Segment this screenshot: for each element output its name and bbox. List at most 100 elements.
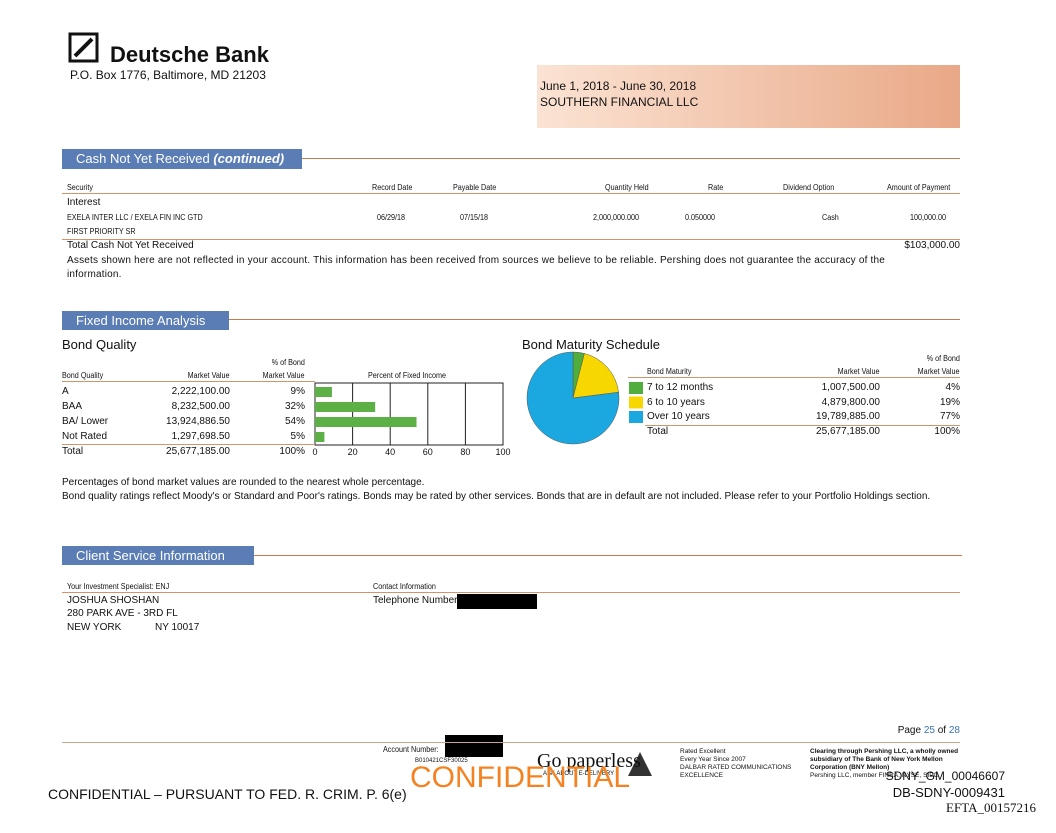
legend-label: Over 10 years (647, 411, 710, 422)
total: 25,677,185.00 (816, 426, 880, 437)
rated-line: DALBAR RATED COMMUNICATIONS (680, 764, 792, 771)
label: Your Investment Specialist: ENJ (67, 582, 170, 591)
col-header: Market Value (838, 367, 880, 376)
bates: EFTA_00157216 (946, 800, 1036, 815)
cell: 07/15/18 (460, 213, 489, 222)
cell: Cash (822, 213, 839, 222)
page: 25 (923, 725, 935, 736)
note: Bond quality ratings reflect Moody's or … (62, 491, 931, 502)
bates: SDNY_GM_00046607 (885, 769, 1005, 783)
account-label: Account Number: (383, 745, 439, 754)
x-tick-label: 100 (495, 447, 511, 457)
rule (62, 592, 960, 593)
col-header: Quantity Held (605, 183, 649, 192)
rating: BAA (62, 401, 83, 412)
rule (229, 319, 960, 320)
period-box (537, 65, 960, 128)
legend-swatch (629, 382, 643, 394)
pct: 9% (290, 386, 305, 397)
rule (62, 381, 315, 382)
market-value: 4,879,800.00 (821, 396, 880, 408)
clearing-line: Corporation (BNY Mellon) (810, 764, 890, 771)
col-header: Bond Maturity (647, 367, 692, 376)
rule (302, 158, 960, 159)
clearing-line: subsidiary of The Bank of New York Mello… (810, 756, 943, 763)
note: Assets shown here are not reflected in y… (67, 255, 886, 280)
col-header: % of Bond (926, 354, 960, 363)
total: 100% (934, 426, 960, 437)
clearing-line: Clearing through Pershing LLC, a wholly … (810, 748, 959, 755)
x-tick-label: 40 (385, 447, 396, 457)
cell: 100,000.00 (910, 213, 947, 222)
logo-box (68, 32, 99, 63)
client: SOUTHERN FINANCIAL LLC (540, 95, 699, 109)
bates: DB-SDNY-0009431 (892, 785, 1005, 800)
rule (62, 193, 960, 194)
note: Percentages of bond market values are ro… (62, 477, 425, 488)
legend-label: 7 to 12 months (647, 382, 714, 393)
code: B010421CSF30025 (415, 758, 468, 764)
pct: 19% (939, 396, 960, 408)
total-label: Total (62, 446, 84, 457)
section-title: Cash Not Yet Received (76, 151, 210, 166)
section-header: Cash Not Yet Received (continued) (62, 149, 302, 169)
group: Interest (67, 197, 101, 208)
total-label: Total Cash Not Yet Received (67, 240, 194, 251)
rule (62, 239, 960, 240)
rule (62, 444, 315, 445)
col-header: Amount of Payment (887, 183, 951, 192)
confidential-stamp: CONFIDENTIAL (410, 761, 631, 794)
col-header: Market Value (263, 371, 305, 380)
bar (315, 432, 325, 442)
pie-slice (572, 353, 619, 399)
x-tick-label: 60 (422, 447, 433, 457)
total: $103,000.00 (904, 240, 960, 251)
city: NEW YORK (67, 622, 122, 633)
pct: 32% (284, 401, 305, 412)
street: 280 PARK AVE - 3RD FL (67, 608, 178, 619)
page: 28 (948, 725, 960, 736)
x-tick-label: 0 (312, 447, 318, 457)
market-value: 1,007,500.00 (821, 382, 880, 393)
legend-swatch (629, 396, 643, 409)
redaction (457, 594, 537, 609)
bank-name: Deutsche Bank (110, 42, 269, 67)
x-tick-label: 20 (347, 447, 358, 457)
rated: Rated Excellent Every Year Since 2007 DALB… (680, 748, 791, 780)
col-header: Bond Quality (62, 371, 104, 380)
col-header: % of Bond (271, 358, 305, 367)
rated-line: EXCELLENCE (680, 772, 723, 779)
total-label: Total (647, 426, 669, 437)
market-value: 13,924,886.50 (166, 416, 230, 427)
cell: 2,000,000.000 (593, 213, 640, 222)
rating: Not Rated (62, 431, 108, 442)
rule (254, 555, 962, 556)
col-header: Dividend Option (783, 183, 835, 192)
bar (315, 402, 376, 412)
legend-swatch (629, 411, 643, 423)
label: Contact Information (373, 582, 436, 591)
col-header: Security (67, 183, 94, 192)
rating: A (62, 386, 69, 397)
col-header: Record Date (372, 183, 413, 192)
telephone: Telephone Number: (373, 595, 461, 606)
legend-label: 6 to 10 years (647, 396, 705, 408)
page: of (937, 725, 947, 736)
rating: BA/ Lower (62, 416, 109, 427)
col-header: Market Value (918, 367, 960, 376)
clearing-line: Pershing LLC, member FINRA, NYSE, SIPC (810, 772, 939, 779)
rated-line: Every Year Since 2007 (680, 756, 746, 763)
pct: 77% (939, 411, 960, 422)
section-header: Fixed Income Analysis (62, 311, 229, 330)
pct: 5% (290, 431, 305, 442)
market-value: 1,297,698.50 (171, 431, 230, 442)
market-value: 19,789,885.00 (816, 411, 880, 422)
edelivery: ASK ABOUT E-DELIVERY (543, 771, 615, 777)
col-header: Payable Date (453, 183, 497, 192)
total: 100% (279, 446, 305, 457)
go-paperless: Go paperless (537, 750, 641, 772)
state-zip: NY 10017 (155, 622, 200, 633)
bar (315, 417, 417, 427)
